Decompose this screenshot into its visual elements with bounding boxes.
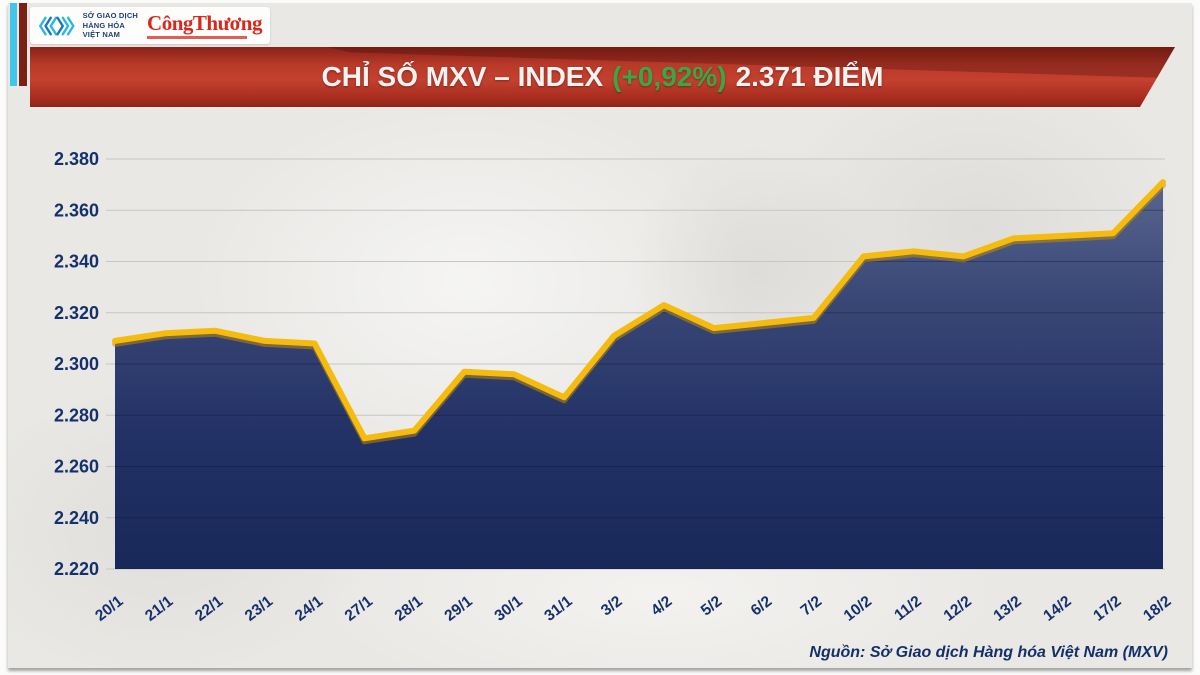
y-tick-label: 2.280 [54, 405, 99, 425]
x-tick-label: 23/1 [242, 593, 277, 625]
x-tick-label: 21/1 [142, 593, 177, 625]
congthuong-logo-text: CôngThương [147, 10, 262, 35]
x-tick-label: 4/2 [648, 593, 675, 620]
x-tick-label: 28/1 [392, 593, 427, 625]
y-tick-label: 2.320 [54, 303, 99, 323]
x-tick-label: 20/1 [92, 593, 127, 625]
x-tick-label: 3/2 [598, 593, 625, 620]
x-tick-label: 31/1 [541, 593, 576, 625]
x-tick-label: 18/2 [1140, 593, 1174, 625]
x-tick-label: 6/2 [748, 593, 775, 620]
x-tick-label: 17/2 [1090, 593, 1124, 625]
accent-bar-darkred [19, 3, 27, 86]
x-tick-label: 29/1 [442, 593, 477, 625]
index-line [112, 179, 1166, 442]
x-tick-label: 24/1 [292, 593, 327, 625]
y-tick-label: 2.220 [54, 559, 99, 579]
title-banner: CHỈ SỐ MXV – INDEX (+0,92%) 2.371 ĐIỂM [30, 47, 1175, 107]
x-tick-label: 30/1 [491, 593, 526, 625]
accent-bar-cyan [10, 3, 17, 86]
area-fill [115, 182, 1163, 569]
y-tick-label: 2.380 [54, 149, 99, 169]
y-tick-label: 2.340 [54, 252, 99, 272]
x-tick-label: 22/1 [192, 593, 227, 625]
x-tick-label: 11/2 [891, 593, 925, 624]
x-tick-label: 10/2 [841, 593, 875, 625]
x-tick-label: 13/2 [991, 593, 1025, 625]
title-main: CHỈ SỐ MXV – INDEX [321, 61, 604, 92]
y-tick-label: 2.240 [54, 508, 99, 528]
congthuong-logo: CôngThương [147, 10, 262, 39]
mxv-logo-text: SỞ GIAO DỊCH HÀNG HÓA VIỆT NAM [82, 10, 139, 40]
mxv-logo-icon [39, 16, 75, 35]
x-tick-label: 5/2 [698, 593, 725, 620]
congthuong-logo-rule [147, 35, 248, 39]
x-tick-label: 27/1 [342, 593, 377, 625]
source-note: Nguồn: Sở Giao dịch Hàng hóa Việt Nam (M… [809, 644, 1168, 661]
x-tick-label: 7/2 [798, 593, 825, 620]
y-tick-label: 2.360 [54, 200, 99, 220]
x-tick-label: 14/2 [1040, 593, 1074, 625]
title-change-percent: (+0,92%) [612, 61, 727, 92]
y-tick-label: 2.260 [54, 457, 99, 477]
x-tick-label: 12/2 [941, 593, 975, 625]
y-tick-label: 2.300 [54, 354, 99, 374]
logo-panel: SỞ GIAO DỊCH HÀNG HÓA VIỆT NAM CôngThươn… [30, 7, 270, 44]
